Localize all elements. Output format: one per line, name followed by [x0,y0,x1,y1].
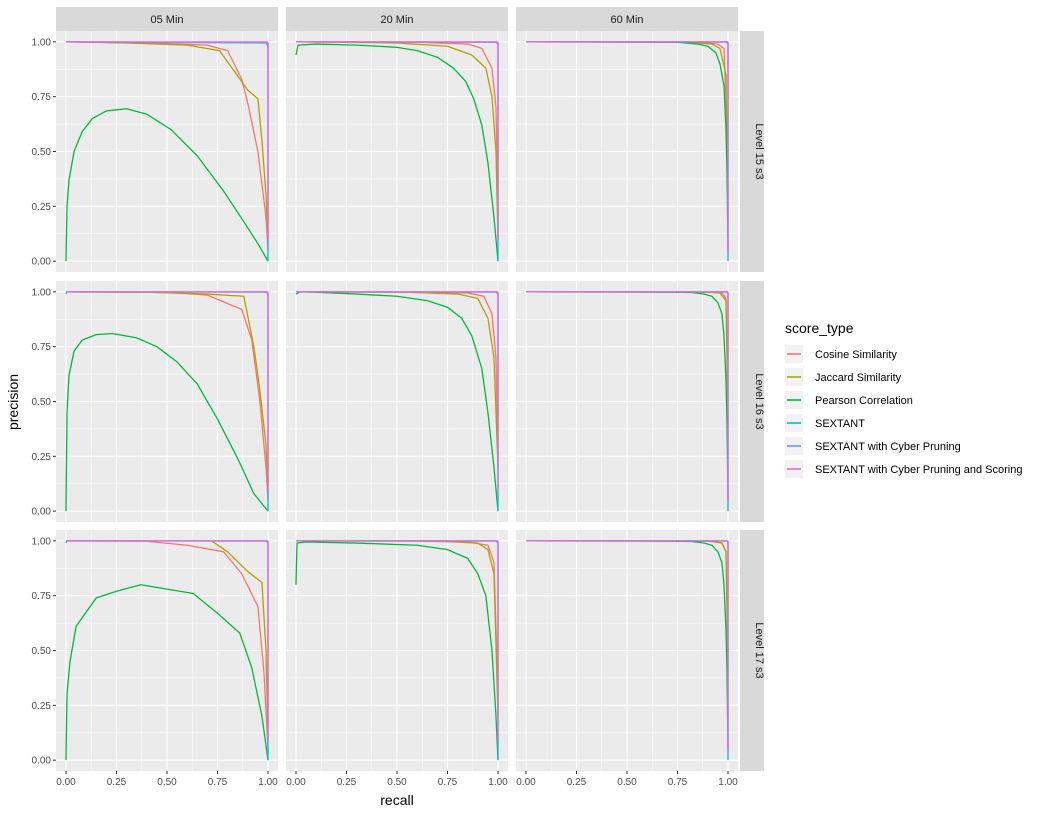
series-line-sextant-with-cyber-pruning-and-scoring [65,41,269,240]
x-axis-title: recall [380,792,413,808]
series-line-pearson-correlation [65,332,269,512]
y-tick-label: 0.50 [32,147,52,158]
y-tick-label: 0.25 [32,452,52,463]
y-tick-label: 0.00 [32,257,52,268]
legend-item: Jaccard Similarity [785,368,902,386]
strip-col-label-2: 60 Min [610,14,643,26]
strip-col-label-0: 05 Min [150,14,183,26]
x-tick-label: 0.25 [567,777,587,788]
series-line-cosine-similarity [65,41,269,251]
strip-row-2 [740,530,764,771]
legend-label: SEXTANT with Cyber Pruning [815,441,961,453]
panel-0-2 [516,31,738,272]
legend-item: Pearson Correlation [785,391,913,409]
series-line-sextant-with-cyber-pruning-and-scoring [525,41,729,251]
x-tick-label: 0.00 [56,777,76,788]
y-tick-label: 0.00 [32,507,52,518]
strip-col-0 [56,7,278,31]
x-tick-label: 0.50 [387,777,407,788]
x-tick-label: 0.00 [286,777,306,788]
strip-row-0 [740,31,764,272]
panel-0-1 [286,31,508,272]
legend-label: Cosine Similarity [815,349,897,361]
series-line-cosine-similarity [65,540,269,750]
series-line-jaccard-similarity [211,540,269,739]
x-tick-label: 1.00 [258,777,278,788]
legend-item: Cosine Similarity [785,345,897,363]
x-tick-label: 0.25 [107,777,127,788]
y-tick-label: 0.75 [32,591,52,602]
series-line-pearson-correlation [65,584,269,761]
x-tick-label: 0.50 [617,777,637,788]
series-line-pearson-correlation [295,43,499,262]
panel-1-0 [56,281,278,522]
y-tick-label: 0.25 [32,701,52,712]
x-tick-label: 0.50 [157,777,177,788]
x-tick-label: 0.25 [337,777,357,788]
legend-item: SEXTANT with Cyber Pruning and Scoring [785,460,1022,478]
series-line-jaccard-similarity [65,41,269,240]
x-tick-label: 1.00 [718,777,738,788]
strip-row-label-0: Level 15 s3 [753,123,765,179]
legend-item: SEXTANT with Cyber Pruning [785,437,961,455]
legend: score_type Cosine Similarity Jaccard Simi… [785,320,1022,478]
strip-row-label-2: Level 17 s3 [753,622,765,678]
series-line-sextant-with-cyber-pruning-and-scoring [295,41,499,240]
strip-col-1 [286,7,508,31]
strip-row-label-1: Level 16 s3 [753,373,765,429]
series-line-sextant-with-cyber-pruning-and-scoring [65,291,269,490]
x-tick-label: 0.75 [208,777,228,788]
y-axis-title: precision [5,374,21,430]
legend-label: SEXTANT [815,418,865,430]
legend-label: Pearson Correlation [815,395,913,407]
strip-col-label-1: 20 Min [380,14,413,26]
legend-label: Jaccard Similarity [815,372,902,384]
y-axes: 0.00 0.25 0.50 0.75 1.00 0.00 0.25 0.50 0.75 1.00… [32,37,56,767]
panel-2-0 [56,530,278,771]
strip-row-1 [740,281,764,522]
y-tick-label: 1.00 [32,287,52,298]
y-tick-label: 0.25 [32,202,52,213]
panel-2-2 [516,530,738,771]
series-line-sextant-with-cyber-pruning-and-scoring [525,540,729,750]
series-line-sextant-with-cyber-pruning-and-scoring [65,540,269,739]
legend-item: SEXTANT [785,414,865,432]
y-tick-label: 0.50 [32,646,52,657]
panel-2-1 [286,530,508,771]
x-axes: 0.00 0.25 0.50 0.75 1.00 0.00 0.25 0.50 0.75 1.00… [56,771,738,788]
panels-layer: 05 Min 20 Min 60 Min Level 15 s3 Level 16 s3… [56,7,765,771]
panel-1-2 [516,281,738,522]
panel-1-1 [286,281,508,522]
y-tick-label: 0.00 [32,756,52,767]
y-tick-label: 0.75 [32,92,52,103]
legend-label: SEXTANT with Cyber Pruning and Scoring [815,464,1022,476]
x-tick-label: 1.00 [488,777,508,788]
panel-0-0 [56,31,278,272]
x-tick-label: 0.00 [516,777,536,788]
strip-col-2 [516,7,738,31]
x-tick-label: 0.75 [438,777,458,788]
series-line-jaccard-similarity [295,41,499,240]
series-line-sextant-with-cyber-pruning-and-scoring [295,291,499,490]
legend-title: score_type [785,320,854,336]
series-line-pearson-correlation [295,541,499,761]
series-line-sextant-with-cyber-pruning-and-scoring [295,540,499,739]
y-tick-label: 0.75 [32,342,52,353]
y-tick-label: 1.00 [32,37,52,48]
y-tick-label: 1.00 [32,536,52,547]
x-tick-label: 0.75 [668,777,688,788]
y-tick-label: 0.50 [32,397,52,408]
series-line-sextant-with-cyber-pruning-and-scoring [525,291,729,501]
series-line-pearson-correlation [65,108,269,262]
